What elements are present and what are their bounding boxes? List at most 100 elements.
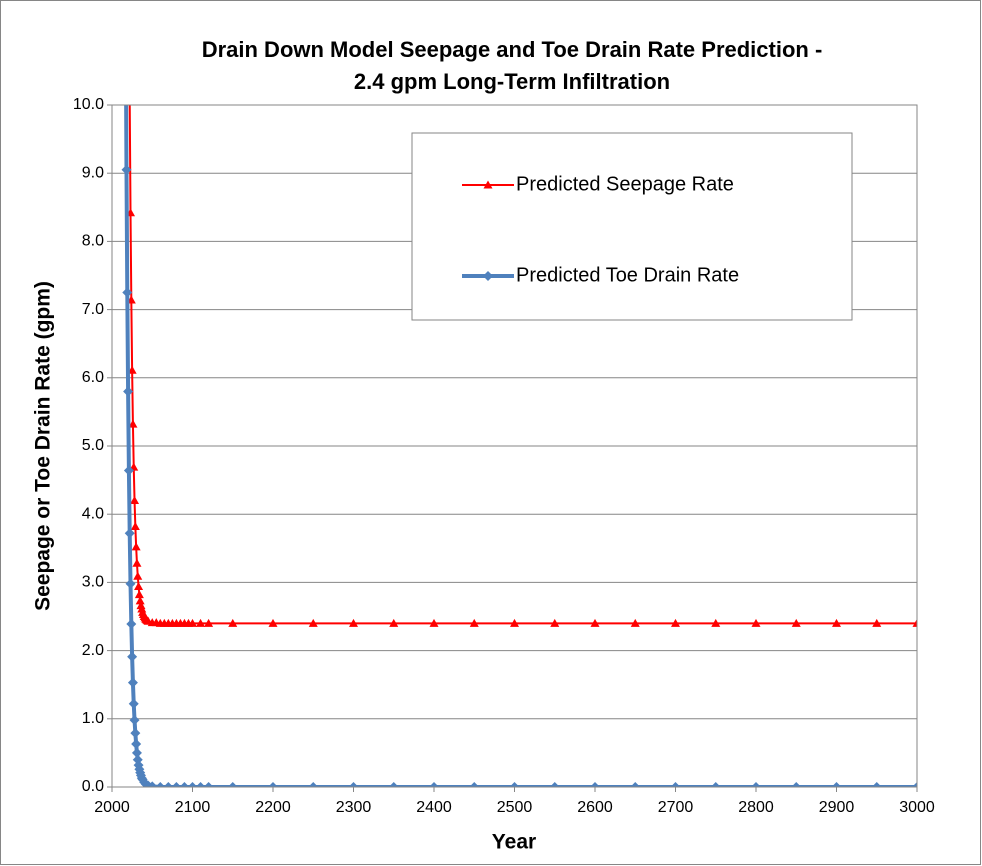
x-tick-label: 2300 xyxy=(336,799,372,816)
data-point xyxy=(510,618,519,627)
legend-marker xyxy=(483,180,493,189)
data-point xyxy=(791,782,802,787)
data-point xyxy=(549,782,560,787)
data-point xyxy=(123,386,134,397)
data-point xyxy=(128,698,139,709)
data-point xyxy=(122,287,133,298)
data-point xyxy=(128,419,138,428)
x-tick-label: 2500 xyxy=(497,799,533,816)
data-point xyxy=(204,618,214,627)
data-point xyxy=(130,521,140,530)
x-tick-label: 2800 xyxy=(738,799,774,816)
plot-area xyxy=(121,105,917,787)
data-point xyxy=(308,618,318,627)
x-tick-label: 2100 xyxy=(175,799,211,816)
data-point xyxy=(188,618,197,627)
data-point xyxy=(268,618,278,627)
data-point xyxy=(121,164,132,175)
x-axis-title: Year xyxy=(492,831,536,854)
data-point xyxy=(348,782,359,787)
y-tick-label: 2.0 xyxy=(82,642,104,659)
data-point xyxy=(228,618,238,627)
data-point xyxy=(670,782,681,787)
y-tick-label: 4.0 xyxy=(82,505,104,522)
data-point xyxy=(203,782,214,787)
data-point xyxy=(195,782,206,787)
data-point xyxy=(134,590,144,599)
data-point xyxy=(127,677,138,688)
data-point xyxy=(751,782,761,787)
data-point xyxy=(912,618,917,627)
data-point xyxy=(129,715,140,726)
x-tick-label: 2000 xyxy=(94,799,130,816)
data-point xyxy=(429,618,439,627)
data-point xyxy=(179,782,190,787)
legend: Predicted Seepage Rate Predicted Toe Drai… xyxy=(411,132,853,321)
data-point xyxy=(131,739,142,750)
data-point xyxy=(196,618,206,627)
data-point xyxy=(509,782,520,787)
data-point xyxy=(711,618,721,627)
data-point xyxy=(134,581,144,590)
y-tick-label: 5.0 xyxy=(82,437,104,454)
data-point xyxy=(590,618,600,627)
data-point xyxy=(550,618,560,627)
x-tick-label: 3000 xyxy=(899,799,935,816)
data-point xyxy=(132,558,142,567)
x-tick-label: 2200 xyxy=(255,799,291,816)
data-point xyxy=(751,618,761,627)
y-axis-title: Seepage or Toe Drain Rate (gpm) xyxy=(32,281,55,611)
x-tick-label: 2600 xyxy=(577,799,613,816)
data-point xyxy=(630,782,641,787)
data-point xyxy=(135,596,145,605)
data-point xyxy=(147,781,158,787)
data-point xyxy=(171,782,182,787)
chart-title: Drain Down Model Seepage and Toe Drain R… xyxy=(202,37,823,62)
data-point xyxy=(130,728,141,739)
data-point xyxy=(127,651,138,662)
y-tick-label: 9.0 xyxy=(82,164,104,181)
data-point xyxy=(349,618,358,627)
data-point xyxy=(388,782,399,787)
y-tick-label: 3.0 xyxy=(82,574,104,591)
legend-box xyxy=(411,132,853,321)
data-point xyxy=(125,578,136,589)
data-point xyxy=(131,747,142,758)
data-point xyxy=(590,782,600,787)
y-tick-label: 6.0 xyxy=(82,369,104,386)
y-tick-label: 0.0 xyxy=(82,778,104,795)
plot-border xyxy=(111,104,918,788)
data-point xyxy=(832,618,841,627)
data-point xyxy=(268,782,278,787)
y-tick-label: 10.0 xyxy=(73,96,104,113)
y-tick-label: 7.0 xyxy=(82,301,104,318)
y-tick-label: 8.0 xyxy=(82,233,104,250)
data-point xyxy=(429,782,439,787)
data-point xyxy=(871,782,882,787)
data-point xyxy=(123,465,134,476)
data-point xyxy=(155,782,166,787)
data-point xyxy=(469,782,480,787)
data-point xyxy=(130,496,140,505)
data-point xyxy=(389,618,399,627)
chart-title: 2.4 gpm Long-Term Infiltration xyxy=(354,69,670,94)
data-point xyxy=(124,528,135,539)
data-point xyxy=(126,619,137,630)
data-point xyxy=(308,782,319,787)
x-tick-label: 2900 xyxy=(819,799,855,816)
legend-label: Predicted Toe Drain Rate xyxy=(516,264,739,286)
data-point xyxy=(791,618,801,627)
legend-marker xyxy=(483,271,493,281)
data-point xyxy=(133,571,143,580)
data-point xyxy=(872,618,882,627)
data-point xyxy=(912,782,917,787)
legend-label: Predicted Seepage Rate xyxy=(516,173,734,195)
x-tick-label: 2700 xyxy=(658,799,694,816)
data-point xyxy=(630,618,640,627)
data-point xyxy=(831,782,842,787)
data-point xyxy=(671,618,680,627)
data-point xyxy=(187,782,198,787)
data-point xyxy=(469,618,479,627)
